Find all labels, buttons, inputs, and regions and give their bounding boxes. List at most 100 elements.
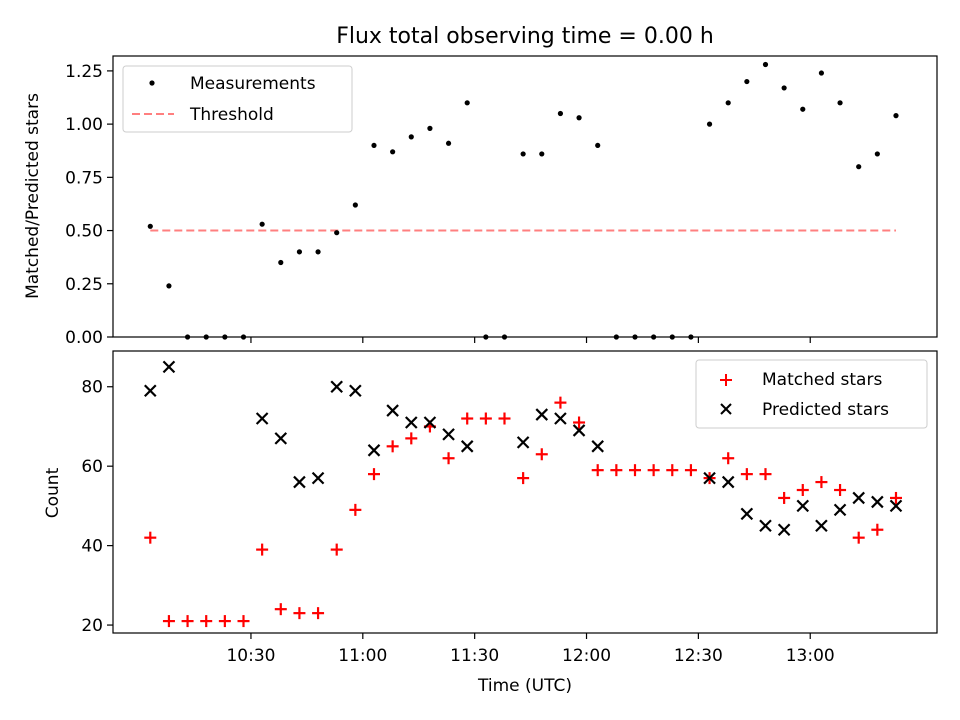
measurement-point bbox=[856, 164, 862, 170]
predicted-star-point bbox=[423, 416, 437, 429]
predicted-star-point bbox=[833, 503, 847, 517]
measurement-point bbox=[874, 151, 880, 157]
matched-star-point bbox=[852, 531, 865, 544]
predicted-star-point bbox=[516, 436, 530, 449]
top-legend: Measurements Threshold bbox=[122, 65, 353, 133]
matched-star-point bbox=[386, 440, 399, 453]
matched-star-point bbox=[517, 472, 530, 485]
bottom-legend: Matched stars Predicted stars bbox=[695, 359, 928, 429]
measurement-point bbox=[762, 61, 769, 68]
predicted-star-point bbox=[740, 507, 754, 521]
matched-star-point bbox=[778, 491, 791, 504]
matched-star-point bbox=[442, 452, 455, 465]
bottom-x-tick-label: 10:30 bbox=[226, 646, 275, 666]
predicted-star-point bbox=[721, 475, 735, 489]
predicted-star-point bbox=[311, 471, 325, 485]
top-y-tick-label: 0.00 bbox=[65, 328, 103, 348]
measurement-point bbox=[520, 151, 526, 157]
matched-star-point bbox=[461, 412, 474, 425]
measurement-point bbox=[800, 106, 806, 112]
predicted-star-point bbox=[386, 404, 399, 417]
measurement-point bbox=[334, 230, 340, 236]
top-y-tick-label: 0.25 bbox=[65, 275, 103, 295]
matched-star-point bbox=[162, 615, 175, 628]
top-y-tick-label: 0.50 bbox=[65, 222, 103, 242]
measurement-point bbox=[147, 223, 153, 229]
bottom-x-tick-label: 11:30 bbox=[450, 646, 499, 666]
measurement-point bbox=[706, 121, 713, 127]
matched-star-point bbox=[218, 615, 231, 628]
predicted-star-point bbox=[759, 519, 772, 533]
matched-star-point bbox=[647, 464, 660, 477]
matched-star-point bbox=[573, 416, 586, 429]
matched-star-point bbox=[628, 464, 641, 477]
measurement-point bbox=[296, 249, 303, 255]
bottom-plot-frame bbox=[112, 350, 938, 634]
measurement-point bbox=[595, 142, 601, 149]
matched-star-point bbox=[274, 603, 287, 616]
legend-predicted-label: Predicted stars bbox=[762, 400, 889, 420]
predicted-star-point bbox=[162, 360, 176, 374]
predicted-star-point bbox=[349, 384, 362, 397]
predicted-star-point bbox=[703, 471, 716, 485]
matched-star-point bbox=[796, 484, 809, 497]
predicted-star-point bbox=[460, 440, 474, 453]
matched-star-point bbox=[889, 491, 902, 504]
matched-star-point bbox=[684, 464, 697, 477]
measurement-point bbox=[725, 100, 731, 106]
bottom-y-tick-label: 20 bbox=[81, 616, 103, 636]
matched-star-point bbox=[498, 412, 511, 425]
matched-star-point bbox=[479, 412, 492, 425]
predicted-star-point bbox=[255, 412, 269, 425]
matched-star-point bbox=[312, 607, 325, 620]
predicted-star-point bbox=[405, 416, 418, 429]
measurement-point bbox=[576, 115, 582, 121]
legend-matched-label: Matched stars bbox=[762, 370, 882, 390]
predicted-star-point bbox=[572, 424, 586, 437]
matched-star-point bbox=[610, 464, 623, 477]
matched-star-point bbox=[722, 452, 735, 465]
matched-star-point bbox=[237, 615, 250, 628]
matched-star-point bbox=[815, 476, 828, 489]
measurement-point bbox=[557, 110, 564, 117]
bottom-y-tick-label: 40 bbox=[81, 537, 103, 557]
matched-star-point bbox=[367, 468, 380, 481]
bottom-x-tick-label: 12:00 bbox=[562, 646, 611, 666]
predicted-star-point bbox=[591, 440, 604, 453]
measurement-point bbox=[445, 140, 452, 146]
matched-star-point bbox=[144, 531, 157, 544]
bottom-y-axis-label: Count bbox=[43, 467, 63, 518]
predicted-star-point bbox=[367, 444, 381, 457]
measurement-point bbox=[278, 259, 284, 266]
top-y-axis-label: Matched/Predicted stars bbox=[23, 93, 43, 299]
predicted-star-point bbox=[144, 384, 157, 397]
matched-star-point bbox=[666, 464, 679, 477]
predicted-star-point bbox=[796, 499, 810, 513]
matched-star-point bbox=[330, 543, 343, 556]
predicted-star-point bbox=[535, 408, 549, 421]
top-chart-title: Flux total observing time = 0.00 h bbox=[336, 24, 714, 49]
matched-star-point bbox=[405, 432, 418, 445]
bottom-x-tick-label: 12:30 bbox=[674, 646, 723, 666]
measurement-point bbox=[893, 113, 899, 119]
measurement-point bbox=[371, 142, 377, 149]
predicted-star-point bbox=[889, 499, 903, 513]
bottom-y-tick-label: 80 bbox=[81, 378, 103, 398]
measurement-point bbox=[464, 100, 470, 106]
measurement-point bbox=[818, 70, 825, 76]
matched-star-point bbox=[349, 503, 362, 516]
matched-star-point bbox=[740, 468, 753, 481]
measurement-point bbox=[837, 100, 843, 106]
measurement-point bbox=[781, 85, 787, 91]
legend-measurements-label: Measurements bbox=[190, 74, 316, 94]
matched-star-point bbox=[554, 396, 567, 409]
measurement-point bbox=[166, 283, 172, 289]
predicted-star-point bbox=[293, 475, 306, 489]
matched-star-point bbox=[535, 448, 548, 461]
measurement-point bbox=[352, 202, 358, 208]
predicted-star-point bbox=[871, 495, 884, 509]
top-plot-frame bbox=[112, 55, 938, 338]
measurement-point bbox=[539, 151, 545, 157]
predicted-star-point bbox=[274, 432, 288, 445]
